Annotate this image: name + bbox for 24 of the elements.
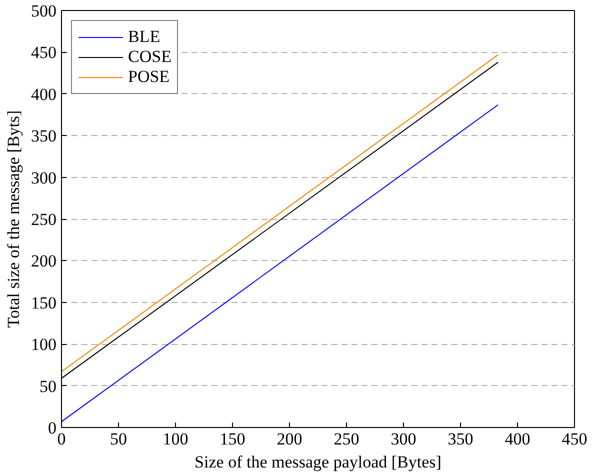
y-tick-label: 200 bbox=[31, 252, 56, 271]
x-tick-label: 350 bbox=[448, 430, 474, 448]
y-tick-label: 300 bbox=[31, 168, 56, 188]
x-tick-label: 300 bbox=[390, 430, 416, 448]
x-tick-label: 100 bbox=[162, 430, 188, 448]
y-axis-title: Total size of the message [Byts] bbox=[4, 110, 23, 328]
y-tick-label: 100 bbox=[31, 335, 56, 354]
legend-label: COSE bbox=[128, 47, 172, 67]
x-tick-label: 200 bbox=[276, 430, 302, 448]
y-tick-label: 400 bbox=[31, 84, 56, 104]
x-tick-label: 150 bbox=[220, 430, 246, 448]
x-axis-title: Size of the message payload [Bytes] bbox=[194, 452, 442, 472]
x-tick-label: 250 bbox=[334, 430, 360, 448]
x-tick-label: 400 bbox=[504, 430, 530, 448]
y-tick-label: 450 bbox=[31, 43, 56, 62]
legend-label: BLE bbox=[128, 27, 160, 47]
y-tick-label: 500 bbox=[31, 2, 56, 20]
y-tick-label: 50 bbox=[40, 376, 56, 396]
y-tick-label: 350 bbox=[31, 126, 56, 146]
y-tick-label: 250 bbox=[31, 210, 56, 229]
x-tick-label: 450 bbox=[562, 430, 588, 448]
legend-label: POSE bbox=[128, 67, 170, 87]
x-tick-label: 50 bbox=[110, 430, 127, 448]
y-tick-label: 150 bbox=[31, 293, 56, 312]
